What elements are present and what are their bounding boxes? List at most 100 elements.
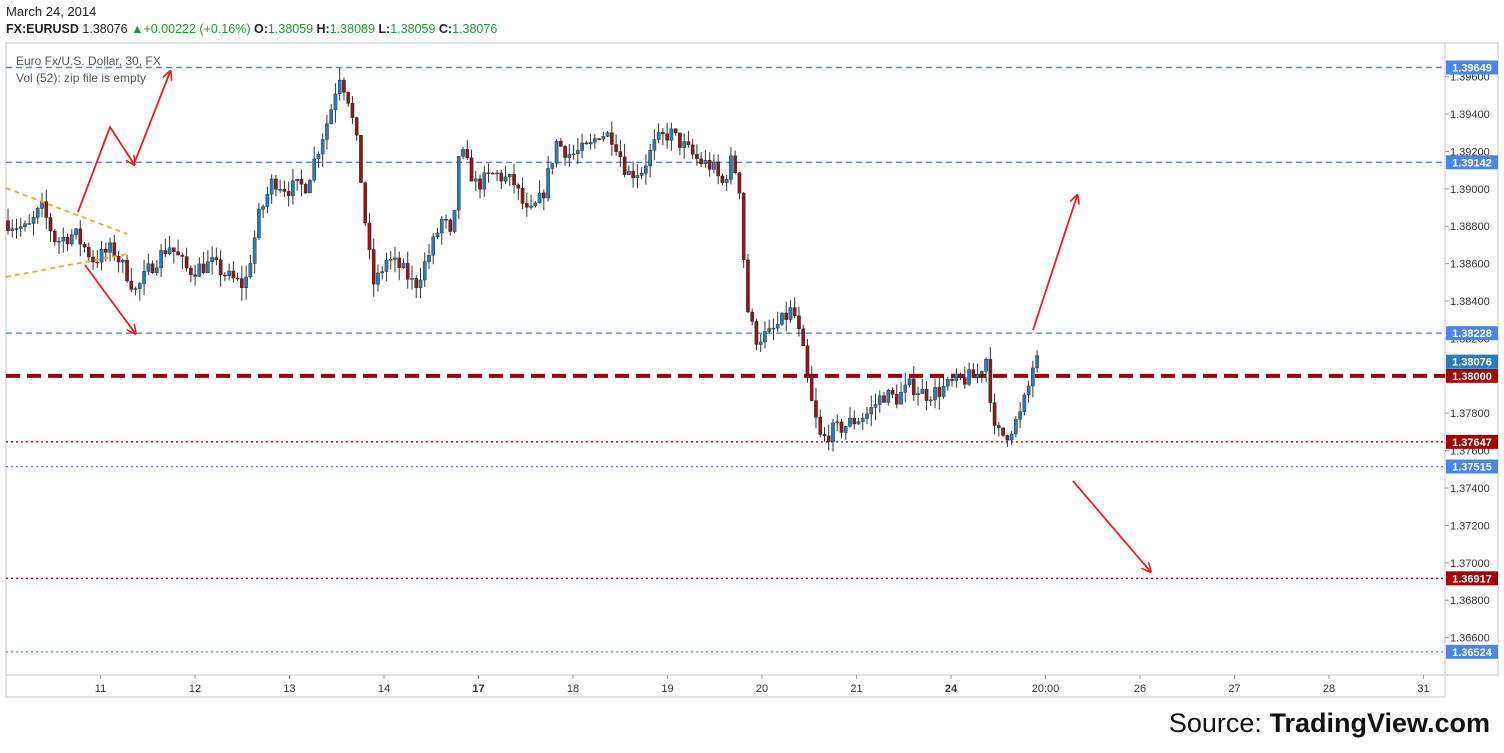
candle-body — [571, 153, 576, 156]
candle-body — [801, 328, 806, 347]
candle-body — [941, 386, 946, 397]
candle-body — [303, 184, 308, 194]
close-value: 1.38076 — [452, 22, 498, 36]
candle-body — [337, 79, 342, 95]
candle-body — [695, 153, 699, 159]
candle-body — [384, 259, 389, 272]
price-tag-label: 1.39142 — [1452, 157, 1492, 169]
x-tick-label: 13 — [283, 683, 295, 695]
candle-body — [410, 278, 414, 280]
candle-body — [682, 141, 686, 148]
candles — [6, 67, 1039, 452]
candle-body — [52, 230, 57, 242]
time-axis[interactable] — [5, 674, 1446, 698]
candle-body — [78, 228, 83, 245]
candle-body — [495, 172, 499, 175]
candle-body — [248, 263, 253, 278]
candle-body — [533, 202, 538, 207]
candle-body — [189, 267, 193, 276]
candle-body — [295, 178, 299, 181]
candle-body — [363, 182, 368, 224]
candle-body — [435, 232, 440, 237]
candle-body — [916, 393, 920, 396]
candle-body — [656, 132, 661, 140]
price-tag — [1446, 354, 1498, 369]
y-tick-label: 1.37000 — [1450, 558, 1490, 570]
candle-body — [928, 399, 933, 402]
candle-body — [503, 176, 508, 182]
candle-body — [261, 206, 265, 210]
candle-body — [1009, 433, 1014, 441]
x-tick-label: 17 — [472, 683, 484, 695]
x-tick-label: 14 — [378, 683, 390, 695]
candle-body — [176, 251, 180, 256]
candle-body — [576, 150, 580, 155]
candle-body — [822, 434, 827, 437]
instrument-legend[interactable]: Euro Fx/U.S. Dollar, 30, FX — [16, 54, 161, 68]
candle-body — [150, 263, 155, 274]
plot-area[interactable] — [5, 42, 1446, 676]
candle-body — [299, 178, 304, 185]
x-tick-label: 28 — [1323, 683, 1335, 695]
candle-body — [201, 263, 206, 273]
candle-body — [507, 174, 512, 178]
candle-body — [23, 223, 27, 227]
candle-body — [627, 170, 631, 175]
open-value: 1.38059 — [267, 22, 314, 36]
candle-body — [967, 369, 971, 385]
candle-body — [933, 387, 937, 401]
x-tick-label: 12 — [189, 683, 201, 695]
candle-body — [116, 255, 121, 263]
candle-body — [167, 247, 172, 255]
symbol-name[interactable]: FX:EURUSD — [6, 22, 79, 36]
candle-body — [452, 209, 457, 232]
candle-body — [469, 157, 474, 182]
candle-body — [350, 103, 355, 118]
candle-body — [235, 277, 240, 280]
candle-body — [903, 384, 908, 393]
candle-body — [809, 374, 814, 401]
candle-body — [1014, 419, 1018, 435]
arrow-up-retest — [77, 125, 134, 213]
up-triangle-icon: ▲ — [131, 22, 144, 36]
candle-body — [316, 153, 321, 160]
candle-body — [1005, 435, 1010, 441]
candle-body — [963, 377, 967, 385]
candle-body — [473, 178, 478, 182]
price-tag — [1446, 434, 1498, 449]
price-chart[interactable]: 1.396001.394001.392001.390001.388001.386… — [0, 0, 1504, 700]
candle-body — [920, 388, 925, 394]
candle-body — [754, 321, 759, 345]
price-tag — [1446, 155, 1498, 170]
candle-body — [856, 421, 861, 425]
candle-body — [771, 327, 776, 330]
candle-body — [342, 79, 346, 93]
candle-body — [958, 373, 963, 378]
price-tag-label: 1.39649 — [1452, 62, 1492, 74]
candle-body — [82, 243, 87, 248]
candle-body — [180, 254, 185, 257]
candle-body — [354, 117, 359, 136]
candle-body — [537, 192, 542, 204]
candle-body — [984, 358, 988, 372]
candle-body — [129, 280, 134, 290]
y-tick-label: 1.36600 — [1450, 633, 1490, 645]
candle-body — [805, 345, 810, 375]
candle-body — [163, 250, 168, 255]
candle-body — [848, 418, 852, 427]
candle-body — [48, 217, 53, 232]
candle-body — [639, 173, 644, 176]
candle-body — [159, 250, 163, 269]
price-tag — [1446, 459, 1498, 474]
candle-body — [877, 395, 882, 405]
candle-body — [210, 257, 214, 262]
candle-body — [631, 170, 635, 179]
candle-body — [274, 178, 278, 190]
candle-body — [439, 218, 444, 234]
candle-body — [542, 192, 546, 199]
candle-body — [146, 263, 151, 272]
candle-body — [652, 139, 657, 151]
candle-body — [899, 392, 903, 405]
candle-body — [559, 140, 563, 147]
candle-body — [593, 138, 597, 143]
